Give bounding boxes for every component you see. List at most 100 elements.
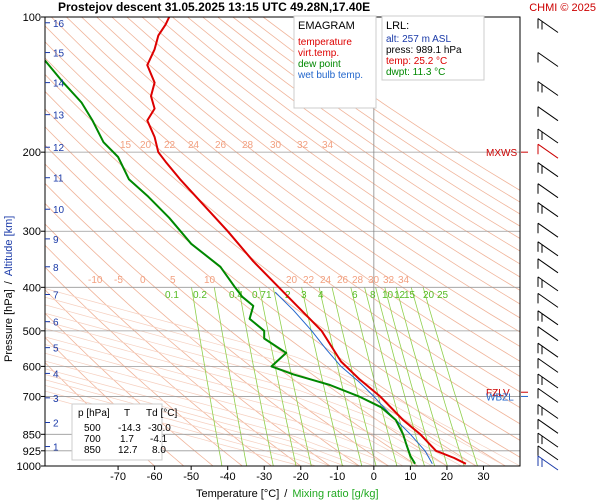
- clipped-background: [45, 17, 520, 466]
- wind-barb: [537, 81, 559, 96]
- wind-barb-staff: [537, 373, 559, 389]
- isoline-label: 5: [170, 275, 176, 286]
- wind-barb-staff: [537, 222, 559, 238]
- wind-barb: [537, 418, 559, 434]
- y-axis-title-alt: Altitude [km]: [3, 216, 15, 277]
- table-row-500-t: -14.3: [118, 423, 141, 434]
- altitude-tick-label: 10: [53, 205, 65, 216]
- dry-adiabat-line: [96, 17, 520, 333]
- isoline-label: 22: [303, 275, 315, 286]
- lrl-alt: alt: 257 m ASL: [386, 34, 451, 45]
- pressure-tick-label: 100: [23, 12, 41, 24]
- altitude-tick-label: 6: [53, 318, 59, 329]
- mixing-ratio-label: 0.2: [193, 290, 207, 301]
- table-row-500-p: 500: [84, 423, 101, 434]
- wind-barb-staff: [537, 432, 559, 448]
- isoline-label: 26: [337, 275, 349, 286]
- mixing-ratio-label: 6: [352, 290, 358, 301]
- isoline-label: 20: [286, 275, 298, 286]
- mixing-ratio-line: [410, 287, 465, 466]
- dry-adiabat-line: [66, 17, 520, 362]
- wind-barb: [537, 18, 559, 33]
- table-row-700-td: -4.1: [150, 434, 168, 445]
- wind-barb: [537, 445, 559, 461]
- wind-barb-staff: [537, 404, 559, 419]
- mixing-ratio-label: 0.7: [252, 290, 266, 301]
- mixing-ratio-label: 25: [437, 290, 449, 301]
- dry-adiabat-line: [141, 17, 520, 291]
- wind-barb: [537, 432, 559, 448]
- isoline-label: 26: [215, 140, 227, 151]
- wind-barb: [537, 143, 559, 159]
- pressure-tick-label: 400: [23, 282, 41, 294]
- x-axis-title-mix: Mixing ratio [g/kg]: [292, 488, 378, 500]
- isoline-label: 32: [383, 275, 395, 286]
- isoline-label: 28: [352, 275, 364, 286]
- altitude-tick-label: 4: [53, 369, 59, 380]
- x-tick-label: -20: [293, 471, 309, 483]
- mixing-ratio-line: [191, 287, 223, 466]
- wind-barb-staff: [537, 183, 559, 199]
- pressure-tick-label: 200: [23, 147, 41, 159]
- lrl-press: press: 989.1 hPa: [386, 45, 462, 56]
- isoline-label: 30: [270, 140, 282, 151]
- wind-barb: [537, 387, 559, 403]
- wind-barb-staff: [537, 52, 559, 67]
- lrl-box: LRL: alt: 257 m ASL press: 989.1 hPa tem…: [381, 15, 485, 81]
- wind-barb-staff: [537, 18, 559, 33]
- mixing-ratio-label: 0.4: [229, 290, 243, 301]
- dew-point-line: [44, 59, 416, 465]
- mixing-ratio-label: 3: [301, 290, 307, 301]
- isoline-label: 32: [297, 140, 309, 151]
- wind-barb-staff: [537, 143, 559, 159]
- wind-barb-staff: [537, 342, 559, 358]
- mixing-ratio-label: 12: [394, 290, 406, 301]
- lrl-background: [381, 15, 485, 81]
- table-header-td: Td [°C]: [146, 408, 177, 419]
- plot-frame: [44, 16, 521, 467]
- credit-label: CHMI © 2025: [529, 2, 596, 14]
- wind-barb: [537, 357, 559, 373]
- isoline-label: 34: [398, 275, 410, 286]
- altitude-tick-label: 5: [53, 344, 59, 355]
- moist-adiabat-line: [45, 344, 418, 466]
- moist-adiabat-line: [45, 296, 506, 466]
- dry-adiabat-line: [45, 144, 448, 466]
- wind-barb-staff: [537, 418, 559, 434]
- x-tick-label: -70: [110, 471, 126, 483]
- altitude-tick-label: 14: [53, 79, 65, 90]
- wind-barb: [537, 128, 559, 144]
- x-tick-label: 30: [477, 471, 489, 483]
- lrl-temp: temp: 25.2 °C: [386, 56, 447, 67]
- wind-barb: [537, 373, 559, 389]
- moist-adiabat-line: [45, 304, 491, 466]
- wind-barbs: [537, 18, 559, 471]
- x-tick-label: 10: [404, 471, 416, 483]
- isoline-label: -5: [114, 275, 123, 286]
- marker-label: WBZL: [486, 392, 514, 403]
- legend-title: EMAGRAM: [298, 20, 355, 32]
- moist-adiabat-line: [45, 288, 520, 466]
- mixing-ratio-line: [331, 287, 377, 466]
- pressure-tick-label: 925: [23, 446, 41, 458]
- wind-barb: [537, 258, 559, 274]
- moist-adiabat-line: [45, 385, 331, 466]
- chart-title: Prostejov descent 31.05.2025 13:15 UTC 4…: [58, 0, 370, 14]
- pressure-tick-label: 600: [23, 361, 41, 373]
- isoline-label: 0: [140, 275, 146, 286]
- dry-adiabat-line: [126, 17, 520, 305]
- dry-adiabat-line: [217, 17, 520, 227]
- wind-barb-staff: [537, 357, 559, 373]
- wind-barb-staff: [537, 445, 559, 461]
- wind-barb: [537, 202, 559, 218]
- legend-dew-point: dew point: [298, 59, 341, 70]
- dry-adiabat-line: [156, 17, 520, 278]
- mixing-ratio-label: 10: [382, 290, 394, 301]
- wind-barb-staff: [537, 387, 559, 403]
- level-table: p [hPa] T Td [°C] 500 -14.3 -30.0 700 1.…: [71, 403, 177, 461]
- wind-barb: [537, 183, 559, 199]
- isoline-label: 15: [120, 140, 132, 151]
- wind-barb: [537, 162, 559, 178]
- pressure-tick-label: 850: [23, 429, 41, 441]
